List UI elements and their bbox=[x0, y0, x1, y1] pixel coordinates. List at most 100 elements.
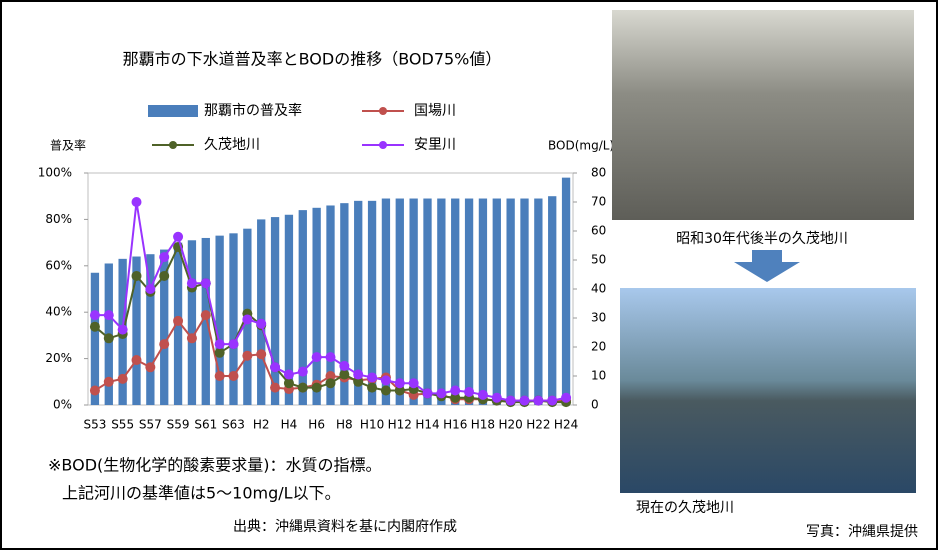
point bbox=[242, 350, 253, 361]
point bbox=[533, 395, 544, 406]
bar bbox=[381, 198, 391, 405]
legend-swatch bbox=[148, 105, 198, 117]
point bbox=[380, 385, 391, 396]
x-tick-label: S53 bbox=[83, 418, 106, 432]
y2-tick-label: 50 bbox=[591, 253, 606, 267]
x-tick-label: S63 bbox=[222, 418, 245, 432]
point bbox=[297, 366, 308, 377]
point bbox=[214, 347, 225, 358]
point bbox=[394, 378, 405, 389]
bar bbox=[409, 198, 418, 405]
x-tick-label: S61 bbox=[194, 418, 217, 432]
bar bbox=[395, 198, 404, 405]
photo-now bbox=[620, 288, 916, 493]
point bbox=[103, 376, 114, 387]
bar bbox=[464, 198, 474, 405]
y2-tick-label: 30 bbox=[591, 311, 606, 325]
x-tick-label: H16 bbox=[443, 418, 467, 432]
point bbox=[200, 310, 211, 321]
x-tick-label: H8 bbox=[336, 418, 353, 432]
point bbox=[103, 333, 114, 344]
y-axis-label: 普及率 bbox=[50, 138, 86, 153]
bar bbox=[229, 233, 238, 405]
y2-tick-label: 10 bbox=[591, 369, 606, 383]
y2-axis-label: BOD(mg/L) bbox=[548, 139, 614, 153]
photo-old bbox=[612, 10, 914, 220]
photo-caption: 昭和30年代後半の久茂地川 bbox=[676, 230, 848, 247]
bar bbox=[132, 256, 141, 405]
point bbox=[422, 388, 433, 399]
point bbox=[353, 369, 364, 380]
point bbox=[145, 362, 156, 373]
x-tick-label: H22 bbox=[526, 418, 550, 432]
y-tick-label: 20% bbox=[45, 351, 72, 365]
x-tick-label: H10 bbox=[360, 418, 384, 432]
point bbox=[159, 252, 170, 263]
legend-swatch bbox=[169, 141, 177, 149]
point bbox=[145, 284, 156, 294]
bar bbox=[506, 198, 515, 405]
x-tick-label: H18 bbox=[471, 418, 495, 432]
point bbox=[519, 395, 530, 406]
y-tick-label: 40% bbox=[45, 305, 72, 319]
source: 出典：沖縄県資料を基に内閣府作成 bbox=[233, 518, 457, 535]
point bbox=[186, 333, 197, 344]
point bbox=[464, 386, 475, 397]
point bbox=[325, 352, 336, 363]
point bbox=[505, 395, 516, 406]
bar bbox=[257, 219, 266, 405]
photo-credit: 写真：沖縄県提供 bbox=[806, 524, 918, 540]
bar bbox=[270, 217, 280, 405]
point bbox=[117, 373, 128, 384]
bar bbox=[423, 198, 432, 405]
point bbox=[367, 382, 378, 393]
point bbox=[228, 339, 239, 350]
y-tick-label: 80% bbox=[45, 212, 72, 226]
point bbox=[131, 197, 142, 207]
y2-tick-label: 40 bbox=[591, 282, 606, 296]
point bbox=[242, 314, 253, 325]
point bbox=[394, 385, 405, 396]
x-tick-label: H12 bbox=[388, 418, 412, 432]
point bbox=[117, 324, 128, 335]
y2-tick-label: 20 bbox=[591, 340, 606, 354]
point bbox=[173, 315, 184, 326]
bar bbox=[520, 198, 529, 405]
point bbox=[89, 385, 100, 396]
bar bbox=[160, 249, 169, 405]
point bbox=[89, 321, 100, 332]
x-tick-label: H14 bbox=[415, 418, 439, 432]
x-tick-label: H2 bbox=[253, 418, 270, 432]
bar bbox=[90, 272, 100, 405]
bar bbox=[326, 205, 335, 405]
point bbox=[186, 278, 197, 289]
point bbox=[491, 392, 502, 403]
point bbox=[450, 392, 461, 403]
point bbox=[477, 389, 488, 400]
arrow bbox=[734, 250, 800, 282]
bar bbox=[284, 214, 294, 405]
bar bbox=[298, 210, 307, 405]
bar bbox=[146, 254, 155, 405]
point bbox=[283, 378, 294, 389]
x-tick-label: H24 bbox=[554, 418, 578, 432]
bar bbox=[367, 200, 377, 405]
y-tick-label: 100% bbox=[38, 166, 72, 180]
chart-title: 那覇市の下水道普及率とBODの推移（BOD75%値） bbox=[123, 50, 502, 69]
bar bbox=[215, 235, 224, 405]
point bbox=[270, 382, 281, 393]
point bbox=[561, 392, 572, 403]
y-tick-label: 60% bbox=[45, 258, 72, 272]
legend-swatch bbox=[379, 141, 387, 149]
y2-tick-label: 60 bbox=[591, 224, 606, 238]
bar bbox=[561, 177, 571, 405]
y2-tick-label: 0 bbox=[591, 398, 599, 412]
legend-label: 安里川 bbox=[414, 137, 456, 153]
point bbox=[408, 378, 419, 389]
bar bbox=[187, 240, 197, 405]
point bbox=[450, 385, 461, 396]
point bbox=[283, 369, 294, 380]
y-tick-label: 0% bbox=[53, 398, 72, 412]
y2-tick-label: 70 bbox=[591, 195, 606, 209]
